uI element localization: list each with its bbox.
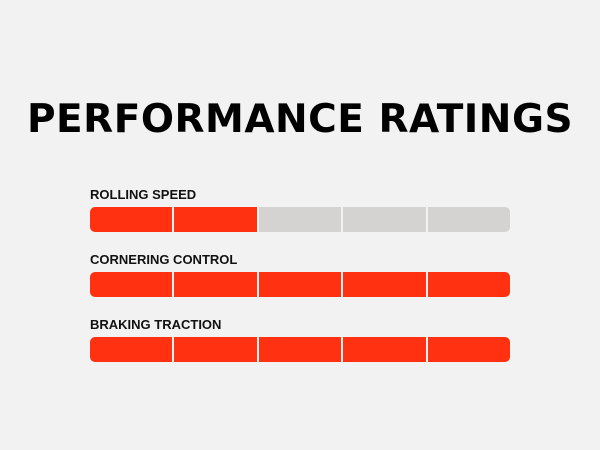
- rating-segment-filled: [427, 272, 510, 297]
- rating-segment-filled: [258, 337, 344, 362]
- ratings-chart: ROLLING SPEED CORNERING CONTROL BRAKING TR…: [90, 187, 510, 382]
- rating-segment-filled: [258, 272, 344, 297]
- rating-segment-filled: [90, 207, 175, 232]
- rating-row: BRAKING TRACTION: [90, 317, 510, 382]
- rating-bar: [90, 207, 510, 232]
- rating-segment-filled: [174, 272, 259, 297]
- rating-segment-filled: [427, 337, 510, 362]
- rating-segment-filled: [174, 337, 259, 362]
- rating-segment-empty: [427, 207, 510, 232]
- rating-label: BRAKING TRACTION: [90, 317, 222, 332]
- rating-segment-filled: [174, 207, 259, 232]
- rating-row: CORNERING CONTROL: [90, 252, 510, 317]
- rating-bar: [90, 337, 510, 362]
- rating-label: ROLLING SPEED: [90, 187, 197, 202]
- rating-segment-filled: [343, 337, 428, 362]
- rating-label: CORNERING CONTROL: [90, 252, 238, 267]
- rating-segment-filled: [90, 272, 175, 297]
- rating-segment-empty: [343, 207, 428, 232]
- rating-segment-filled: [90, 337, 175, 362]
- rating-segment-filled: [343, 272, 428, 297]
- rating-bar: [90, 272, 510, 297]
- rating-segment-empty: [258, 207, 344, 232]
- page-title: PERFORMANCE RATINGS: [26, 97, 574, 142]
- rating-row: ROLLING SPEED: [90, 187, 510, 252]
